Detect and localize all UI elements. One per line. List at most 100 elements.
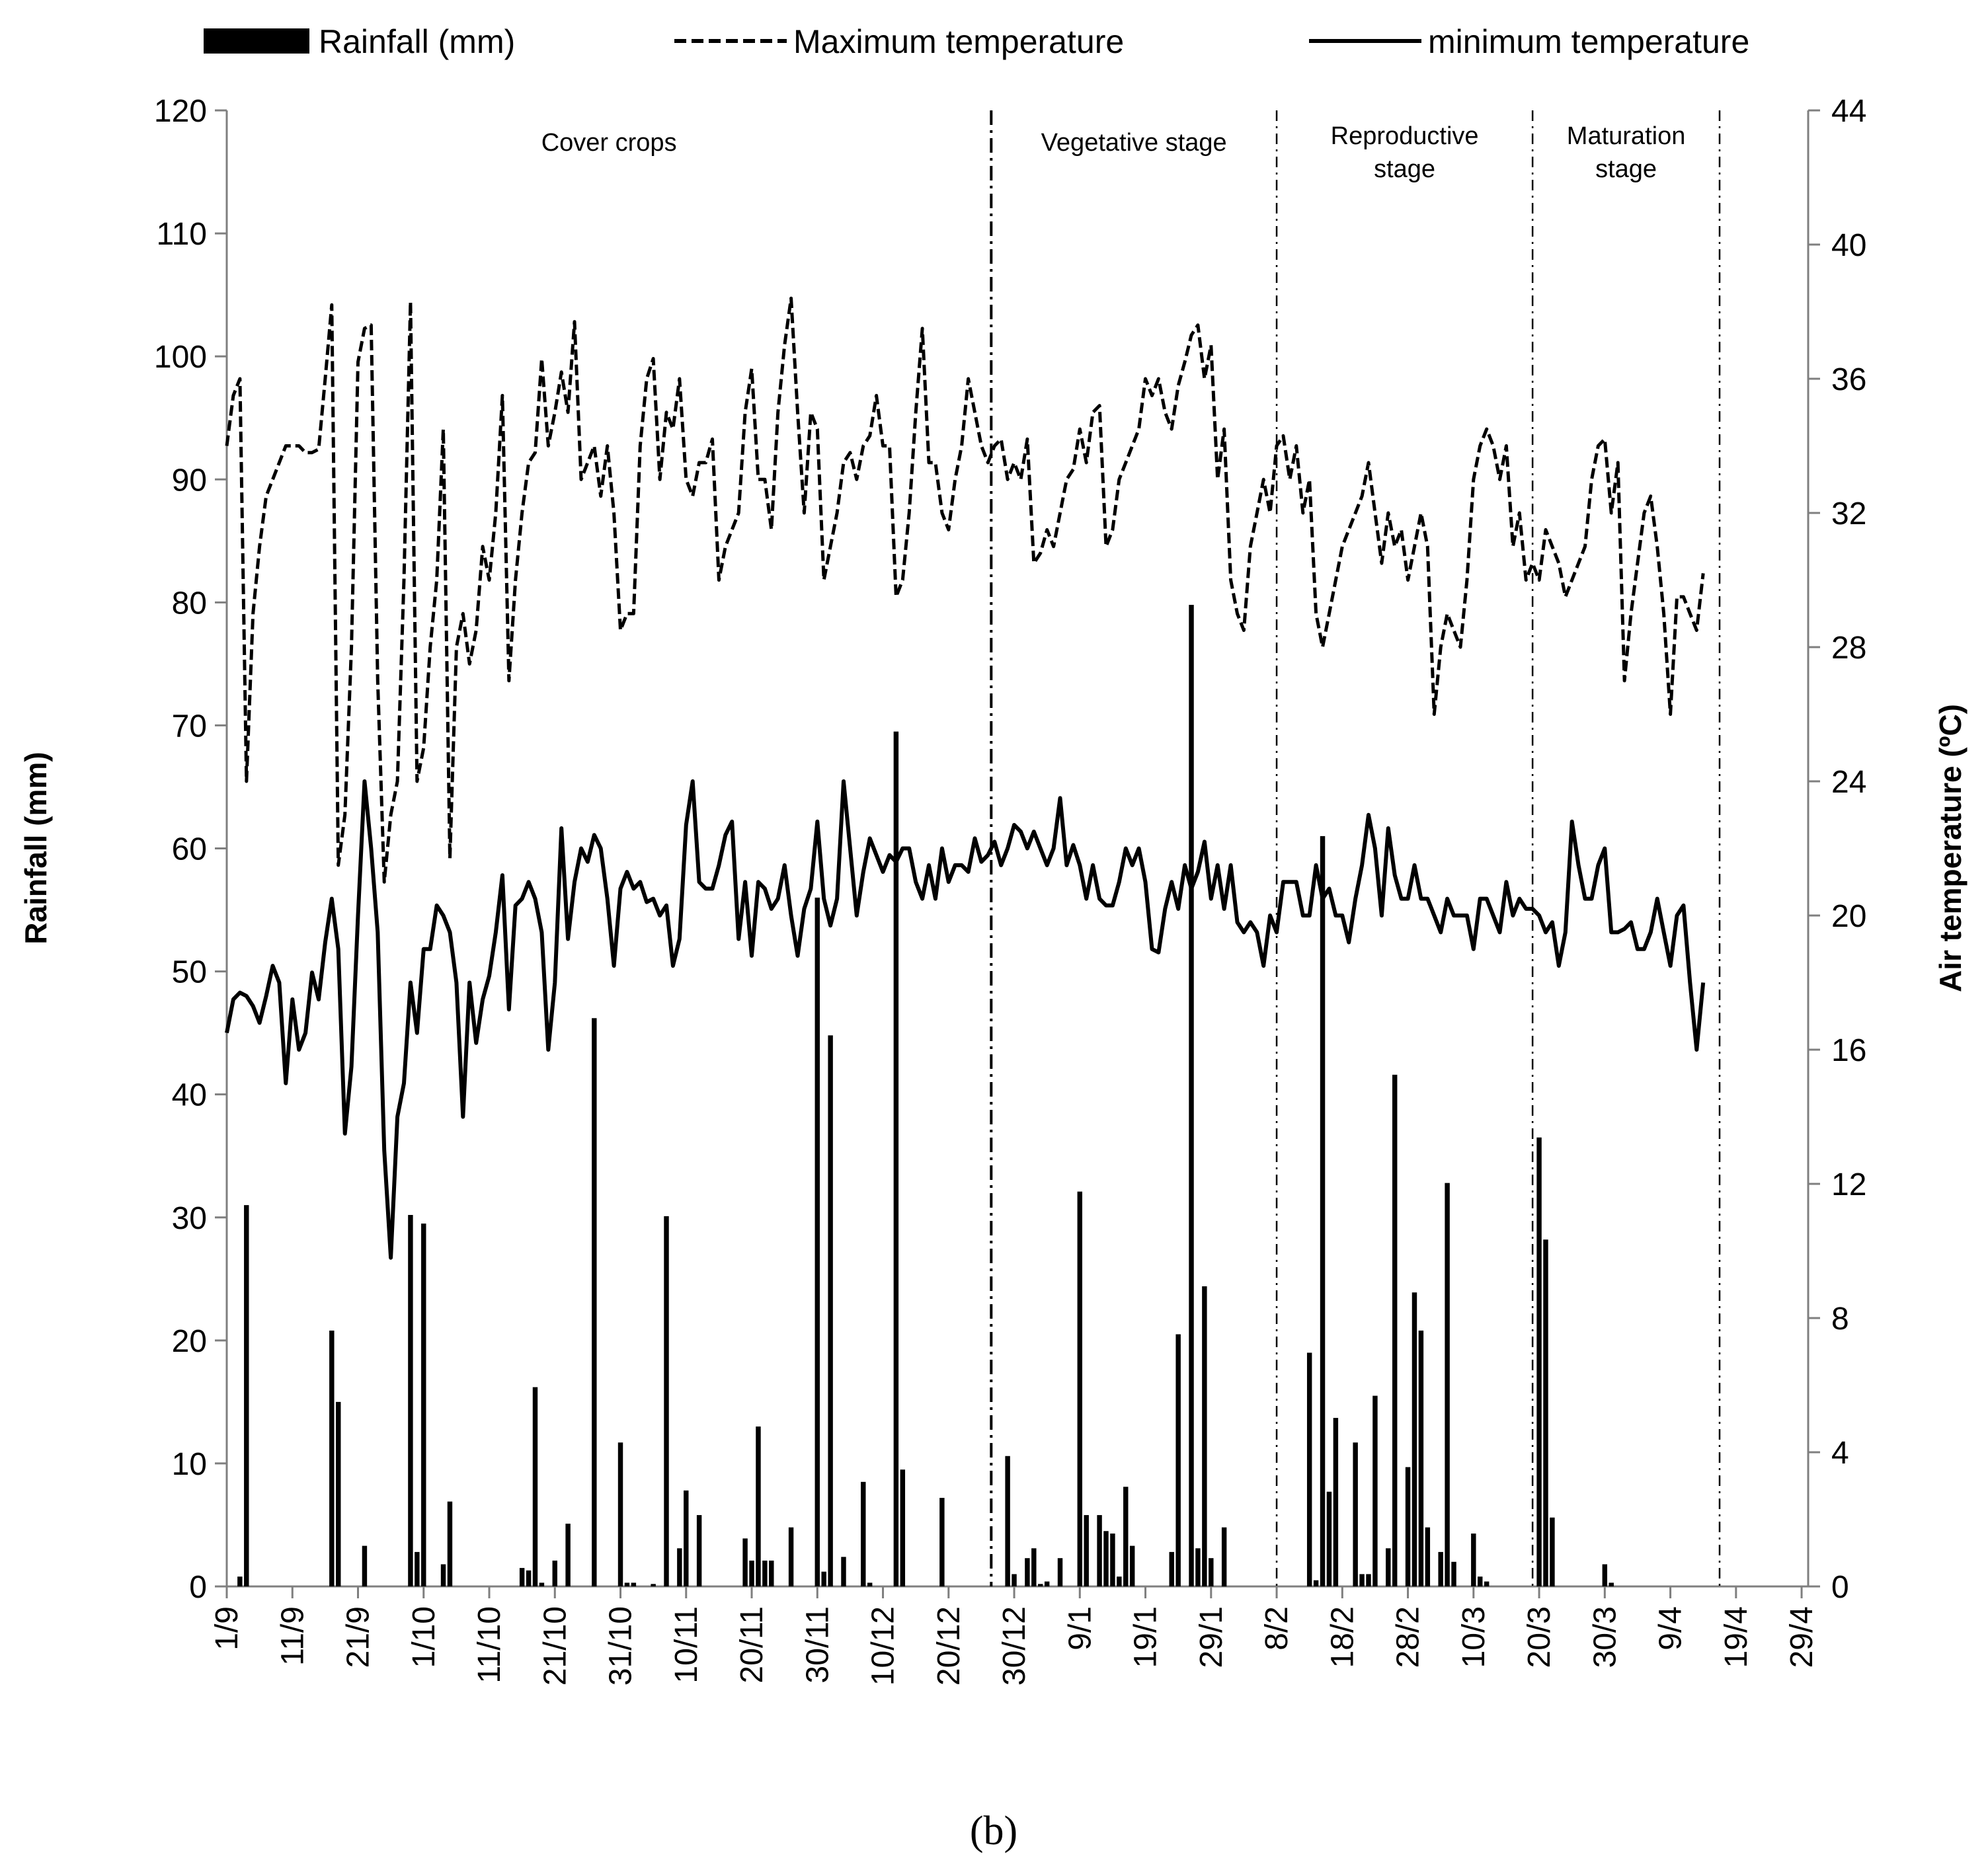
x-tick-label: 21/9 [341,1606,376,1668]
rainfall-bar [1110,1533,1115,1586]
rainfall-bar [1320,836,1326,1586]
y-right-tick-label: 8 [1831,1302,1849,1337]
rainfall-bar [1418,1330,1424,1586]
y-left-tick-label: 40 [172,1078,207,1113]
rainfall-bar [900,1469,906,1586]
y-left-tick-label: 70 [172,709,207,744]
x-tick-label: 1/9 [210,1606,245,1651]
rainfall-bar [1123,1487,1129,1586]
x-tick-label: 11/9 [275,1606,310,1666]
rainfall-bar [939,1498,945,1586]
y-right-tick-label: 12 [1831,1167,1866,1202]
rainfall-bar [841,1557,846,1586]
rainfall-bar [1471,1533,1476,1586]
rainfall-bar [696,1515,702,1586]
rainfall-bar [1411,1292,1417,1586]
rainfall-bar [592,1018,597,1586]
rainfall-bar [1169,1551,1174,1586]
rainfall-bar [1386,1548,1391,1586]
y-axis-right-title: Air temperature (ºC) [1933,704,1968,992]
rainfall-bar [1038,1584,1043,1586]
y-right-tick-label: 16 [1831,1033,1866,1068]
rainfall-bar [421,1224,426,1586]
rainfall-bar [539,1582,545,1586]
rainfall-bar [624,1582,630,1586]
rainfall-series [237,605,1614,1587]
rainfall-bar [1012,1574,1017,1586]
y-left-tick-label: 110 [156,217,207,252]
x-tick-label: 9/4 [1653,1606,1689,1651]
rainfall-bar [408,1215,413,1586]
x-tick-label: 10/11 [669,1606,704,1684]
x-tick-label: 20/3 [1522,1606,1557,1668]
y-left-tick-label: 20 [172,1324,207,1359]
x-axis-ticks: 1/9 11/9 21/9 1/10 11/10 21/10 31/10 10/11 20/11… [210,1586,1819,1686]
rainfall-bar [756,1426,761,1586]
y-axis-left-title: Rainfall (mm) [19,752,53,944]
rainfall-bar [362,1545,368,1586]
stage-boundaries [990,110,1721,1586]
rainfall-bar [1536,1137,1542,1586]
rainfall-bar [244,1205,249,1586]
y-right-tick-label: 44 [1831,94,1866,129]
y-left-tick-label: 120 [154,94,207,129]
rainfall-bar [526,1570,532,1586]
rainfall-bar [1333,1418,1339,1586]
stage-labels: Cover crops Vegetative stage Reproductive s… [541,122,1686,183]
rainfall-bar [1195,1548,1201,1586]
rainfall-bar [447,1501,453,1586]
rainfall-bar [861,1481,866,1586]
stage-label: Maturation stage [1567,122,1686,183]
rainfall-bar [821,1571,826,1586]
rainfall-bar [677,1548,682,1586]
rainfall-bar [788,1527,794,1586]
rainfall-bar [415,1551,420,1586]
legend-max-temp-label: Maximum temperature [793,23,1124,60]
rainfall-bar [749,1560,754,1586]
rainfall-bar [1057,1558,1063,1586]
rainfall-bar [1372,1395,1378,1586]
x-tick-label: 10/12 [866,1606,901,1686]
rainfall-bar [1084,1515,1089,1586]
stage-label: Vegetative stage [1041,129,1227,157]
figure-caption: (b) [970,1809,1017,1853]
rainfall-bar [1221,1527,1227,1586]
x-tick-label: 18/2 [1325,1606,1360,1668]
rainfall-bar [1405,1467,1411,1586]
legend: Rainfall (mm) Maximum temperature minimu… [204,23,1749,60]
x-tick-label: 10/3 [1456,1606,1491,1668]
rainfall-bar [519,1568,525,1586]
y-left-tick-label: 30 [172,1201,207,1236]
y-right-tick-label: 40 [1831,228,1866,263]
rainfall-bar [1438,1551,1443,1586]
rainfall-bar [565,1524,571,1586]
x-tick-label: 29/1 [1194,1606,1229,1668]
rainfall-bar [1189,605,1194,1587]
min-temp-line [225,779,1706,1260]
y-axis-left-ticks: 0 10 20 30 40 50 60 70 80 90 100 110 120 [154,94,227,1605]
rainfall-bar [440,1564,446,1586]
rainfall-bar [1129,1545,1135,1586]
rainfall-bar [237,1577,243,1586]
x-tick-label: 20/11 [735,1606,770,1684]
rainfall-bar [532,1387,538,1586]
x-tick-label: 1/10 [407,1606,442,1668]
rainfall-bar [1202,1286,1207,1586]
stage-label: Reproductive stage [1331,122,1479,183]
rainfall-bar [1478,1577,1483,1586]
y-right-tick-label: 24 [1831,765,1866,800]
x-tick-label: 29/4 [1784,1606,1819,1668]
x-tick-label: 21/10 [537,1606,573,1686]
x-tick-label: 19/4 [1719,1606,1754,1668]
rainfall-bar [762,1560,768,1586]
rainfall-bar [815,897,820,1586]
rainfall-bar [1103,1531,1109,1586]
y-left-tick-label: 10 [172,1447,207,1482]
rainfall-bar [742,1538,748,1586]
rainfall-bar [1025,1558,1030,1586]
rainfall-bar [1175,1334,1181,1586]
legend-rainfall-label: Rainfall (mm) [319,23,515,60]
rainfall-bar [1077,1191,1083,1586]
stage-label-line: Reproductive [1331,122,1479,150]
